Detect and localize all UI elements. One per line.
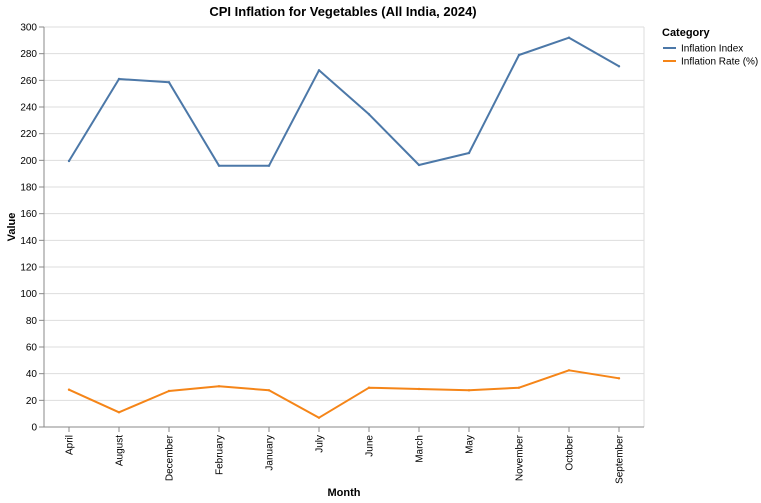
y-tick-label: 300	[20, 23, 37, 34]
x-tick-label: July	[315, 435, 326, 453]
x-tick-label: May	[465, 435, 476, 454]
y-tick-label: 200	[20, 156, 37, 167]
data-point	[467, 151, 471, 155]
data-point	[117, 77, 121, 81]
y-tick-label: 160	[20, 209, 37, 220]
legend-label-1: Inflation Index	[681, 44, 743, 55]
x-axis-title: Month	[328, 487, 361, 499]
series-layer	[67, 36, 621, 419]
data-point	[517, 53, 521, 57]
data-point	[367, 113, 371, 116]
data-point	[167, 389, 171, 393]
data-point	[67, 388, 71, 391]
data-point	[317, 69, 321, 72]
x-tick-label: February	[215, 435, 226, 475]
data-point	[67, 159, 71, 163]
data-point	[617, 65, 621, 68]
y-axis: 0 20 40 60 80 100 120 140 160 180 200 220 240 260 280 3…	[20, 23, 45, 434]
y-tick-label: 260	[20, 76, 37, 87]
data-point	[617, 377, 621, 380]
y-tick-label: 180	[20, 183, 37, 194]
y-tick-label: 20	[26, 396, 38, 407]
x-tick-label: November	[515, 434, 526, 481]
x-tick-label: April	[65, 435, 76, 455]
y-tick-label: 0	[31, 423, 37, 434]
data-point	[417, 163, 421, 167]
data-point	[217, 164, 221, 167]
x-tick-label: March	[415, 435, 426, 463]
y-tick-label: 80	[26, 316, 38, 327]
data-point	[467, 389, 471, 392]
y-tick-label: 60	[26, 343, 38, 354]
x-tick-label: October	[565, 434, 576, 470]
data-point	[567, 369, 571, 372]
y-tick-label: 240	[20, 103, 37, 114]
legend-label-2: Inflation Rate (%)	[681, 57, 758, 68]
y-axis-title: Value	[6, 213, 18, 242]
y-tick-label: 140	[20, 236, 37, 247]
data-point	[367, 386, 371, 389]
data-point	[267, 164, 271, 167]
data-point	[567, 36, 571, 39]
data-point	[317, 416, 321, 419]
data-point	[417, 387, 421, 391]
x-tick-label: December	[165, 434, 176, 481]
series-line-2	[68, 369, 620, 419]
legend: Category Inflation Index Inflation Rate (…	[662, 27, 758, 68]
y-tick-label: 40	[26, 369, 38, 380]
legend-title: Category	[662, 27, 711, 39]
y-tick-label: 280	[20, 49, 37, 60]
data-point	[517, 386, 521, 389]
grid-layer	[44, 26, 645, 428]
data-point	[117, 411, 121, 414]
x-tick-label: June	[365, 435, 376, 457]
data-point	[167, 81, 171, 84]
data-point	[267, 389, 271, 392]
data-point	[217, 385, 221, 388]
y-tick-label: 120	[20, 263, 37, 274]
x-axis: April August December February January July Ju…	[44, 426, 644, 484]
series-line-1	[68, 36, 620, 167]
x-tick-label: August	[115, 435, 126, 466]
x-tick-label: September	[615, 434, 626, 484]
chart-title: CPI Inflation for Vegetables (All India,…	[209, 4, 476, 19]
y-tick-label: 220	[20, 129, 37, 140]
x-tick-label: January	[265, 435, 276, 471]
y-tick-label: 100	[20, 289, 37, 300]
